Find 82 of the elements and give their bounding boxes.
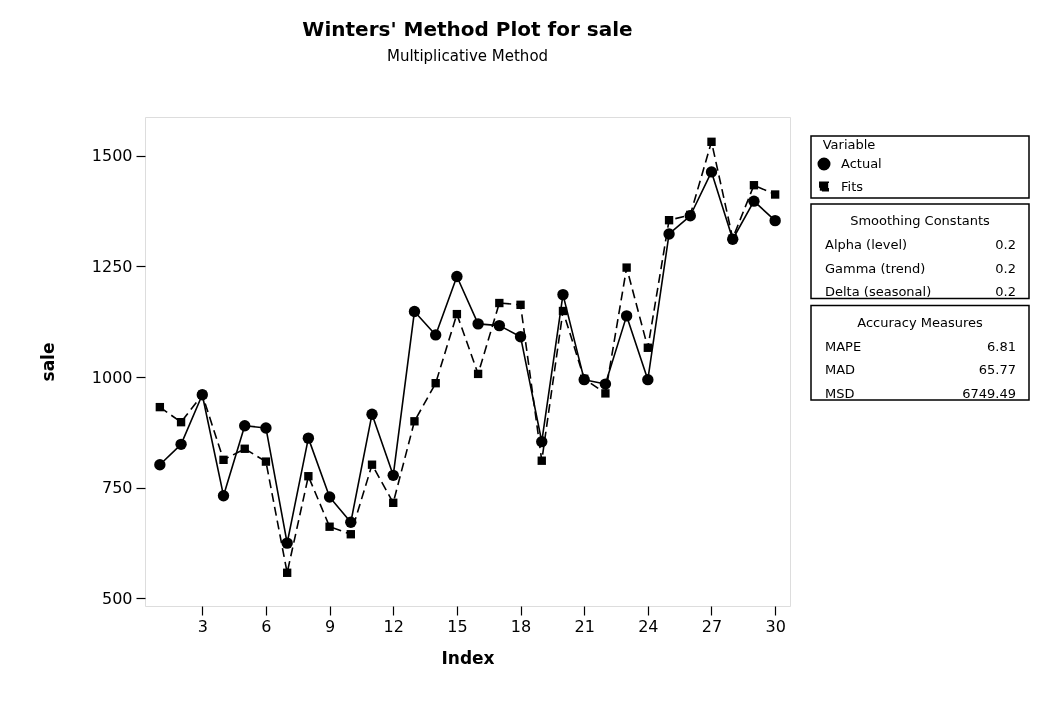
point [302, 432, 315, 444]
y-tick-label: 1500 [91, 146, 133, 166]
chart-subtitle: Multiplicative Method [386, 47, 549, 65]
point [240, 444, 249, 453]
point [219, 455, 228, 465]
point [558, 306, 568, 316]
x-tick-label: 21 [574, 616, 595, 636]
point [516, 300, 525, 309]
point [473, 369, 483, 379]
text: MAD 65.77 [825, 362, 1016, 377]
point [601, 389, 610, 398]
text: Alpha (level) 0.2 [825, 237, 1016, 252]
point [217, 490, 230, 502]
y-tick-label: 1250 [91, 256, 133, 276]
x-tick-label: 6 [261, 616, 272, 636]
point [663, 228, 675, 240]
point [705, 166, 718, 178]
point [642, 373, 654, 386]
point [452, 309, 462, 319]
point [387, 469, 399, 482]
point [707, 137, 716, 146]
point [493, 319, 506, 332]
text: Gamma (trend) 0.2 [825, 260, 1016, 276]
point [451, 270, 463, 283]
point [176, 418, 186, 427]
x-tick-label: 12 [383, 616, 404, 636]
point [282, 568, 292, 577]
point [261, 457, 271, 466]
text: MAPE 6.81 [825, 338, 1016, 354]
text: Smoothing Constants [850, 213, 991, 228]
point [748, 195, 760, 207]
x-tick-label: 18 [510, 616, 532, 636]
legend-title: Variable [822, 137, 876, 152]
x-tick-label: 30 [765, 616, 786, 636]
point [664, 216, 674, 225]
point [346, 530, 355, 539]
point [366, 408, 378, 420]
point [323, 491, 336, 503]
point [557, 288, 569, 301]
point [408, 305, 421, 318]
point [495, 298, 504, 308]
x-axis-title: Index [441, 647, 495, 668]
text: MSD 6749.49 [825, 385, 1016, 401]
point [770, 190, 780, 199]
x-tick-label: 3 [197, 616, 208, 636]
x-tick-label: 9 [325, 616, 336, 636]
x-tick-label: 24 [638, 616, 659, 636]
point [389, 498, 398, 507]
y-tick-label: 500 [101, 588, 133, 608]
point [537, 456, 546, 465]
point [175, 438, 187, 451]
x-tick-label: 15 [447, 616, 468, 636]
point [281, 537, 293, 549]
point [239, 420, 251, 432]
text: Delta (seasonal) 0.2 [825, 284, 1016, 299]
text: Accuracy Measures [857, 314, 983, 330]
point [769, 214, 781, 227]
point [410, 417, 419, 426]
y-tick-label: 750 [101, 478, 133, 498]
point [622, 263, 631, 272]
point [367, 460, 377, 469]
point [345, 516, 357, 528]
point [536, 435, 548, 448]
point [154, 459, 166, 471]
point [599, 378, 612, 390]
legend-label: Actual [841, 156, 882, 171]
point [260, 422, 272, 434]
point [431, 379, 440, 388]
chart-title: Winters' Method Plot for sale [302, 17, 633, 41]
point [620, 310, 633, 322]
y-tick-label: 1000 [91, 367, 133, 387]
point [325, 522, 334, 531]
point [514, 331, 527, 343]
point [155, 402, 165, 412]
point [749, 181, 759, 190]
point [304, 472, 313, 481]
legend-label: Fits [841, 178, 864, 194]
point [429, 329, 442, 341]
point [643, 343, 653, 352]
x-tick-label: 27 [701, 616, 723, 636]
point [472, 318, 484, 330]
y-axis-title: sale [37, 342, 58, 382]
